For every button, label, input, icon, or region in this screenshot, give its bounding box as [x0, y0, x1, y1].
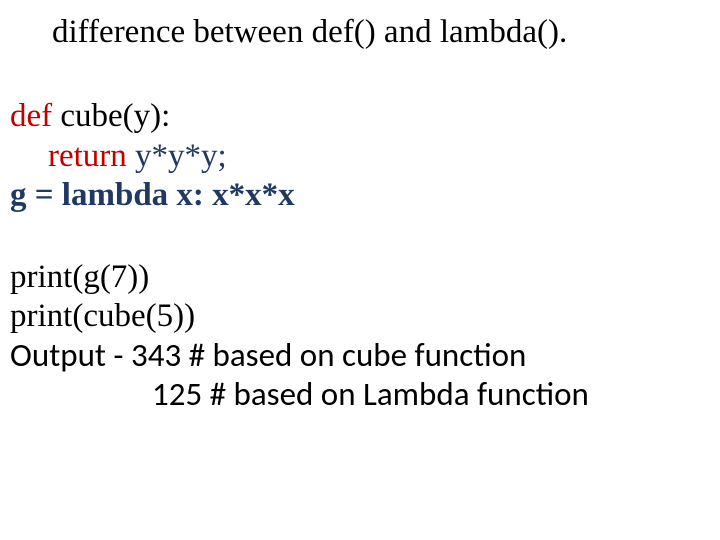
- code-example: def cube(y): return y*y*y; g = lambda x:…: [10, 97, 710, 216]
- output-line-2: 125 # based on Lambda function: [10, 375, 710, 414]
- keyword-def: def: [10, 98, 52, 134]
- print-call-2: print(cube(5)): [10, 297, 710, 336]
- code-text: y*y*y;: [127, 138, 227, 174]
- code-text: cube(y):: [52, 98, 170, 134]
- output-line-1: Output - 343 # based on cube function: [10, 336, 710, 375]
- keyword-return: return: [48, 138, 127, 174]
- slide-title: difference between def() and lambda().: [10, 14, 710, 51]
- code-line-2: return y*y*y;: [10, 137, 710, 177]
- print-call-1: print(g(7)): [10, 258, 710, 297]
- code-line-3: g = lambda x: x*x*x: [10, 176, 710, 216]
- code-line-1: def cube(y):: [10, 97, 710, 137]
- output-example: print(g(7)) print(cube(5)) Output - 343 …: [10, 258, 710, 414]
